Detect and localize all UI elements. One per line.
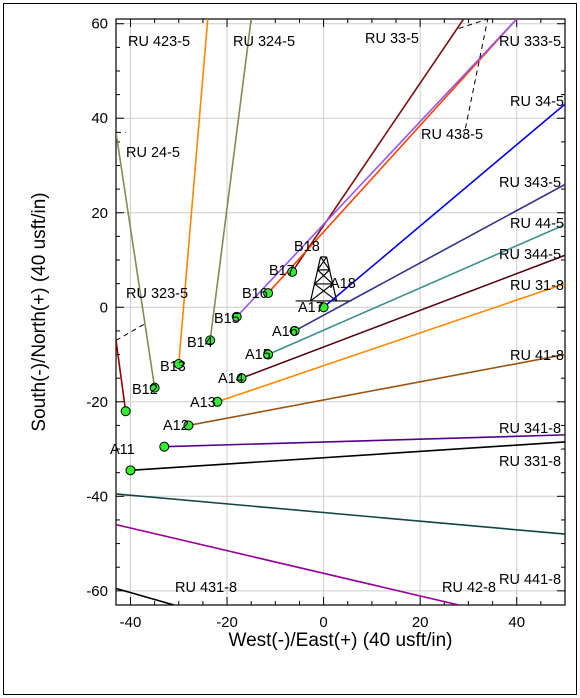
well-start-point [236,373,247,384]
y-tick-label: 0 [100,299,108,316]
well-line-ru-42-8 [116,523,459,605]
well-line-ru-323-5 [116,340,127,412]
drill-rig-icon [295,256,352,302]
well-label: RU 44-5 [510,216,564,232]
y-tick-label: -20 [86,394,108,411]
drill-rig-stroke [314,283,337,302]
well-label: RU 333-5 [499,34,561,50]
point-label: B13 [160,359,186,375]
well-line-ru-24-5 [116,132,156,388]
point-label: A11 [110,442,135,458]
y-axis-label: South(-)/North(+) (40 usft/in) [29,192,50,431]
well-label: RU 324-5 [233,34,295,50]
well-start-point [318,302,329,313]
well-label: RU 433-5 [421,127,483,143]
well-label: RU 423-5 [128,34,190,50]
well-start-point [125,465,136,476]
well-start-point [289,325,300,336]
well-label: RU 31-8 [510,278,564,294]
plot-area [115,18,566,606]
drill-rig-stroke [310,256,322,302]
well-line-ru-34-5 [323,103,565,308]
chart-frame [3,3,577,695]
well-label: RU 331-8 [499,454,561,470]
well-label: RU 323-5 [126,286,188,302]
well-start-point [173,358,184,369]
well-label: RU 42-8 [442,580,496,596]
well-label: RU 41-8 [510,348,564,364]
point-label: A13 [190,395,216,411]
well-label: RU 441-8 [499,572,561,588]
well-start-point [263,349,274,360]
y-tick-label: -60 [86,583,108,600]
well-label: RU 24-5 [126,145,180,161]
point-label: A17 [298,300,324,316]
well-line-ru-344-5 [241,254,565,379]
well-line-ru-423-5 [177,19,209,365]
x-tick-label: 20 [412,614,429,631]
point-label: B17 [269,263,295,279]
well-line-ru-431-8 [116,587,175,605]
series-group [116,19,565,605]
well-label: RU 344-5 [499,247,561,263]
well-line-ru-341-8 [164,434,565,448]
well-start-point [149,382,160,393]
point-label: A18 [330,276,356,292]
well-start-point [159,441,170,452]
point-label: A14 [218,371,244,387]
y-tick-label: 60 [91,16,108,33]
drill-rig-stroke [320,256,331,271]
well-label: RU 33-5 [365,31,419,47]
well-label: RU 343-5 [499,175,561,191]
point-label: B14 [187,335,213,351]
label-leader-line [463,19,489,138]
point-label: B12 [132,382,158,398]
x-tick-label: -20 [216,614,238,631]
well-start-point [212,396,223,407]
y-tick-label: 40 [91,110,108,127]
point-label: B16 [242,286,268,302]
well-line-ru-343-5 [294,183,565,332]
well-start-point [205,335,216,346]
well-line-ru-333-5 [267,19,518,294]
point-label: B15 [214,311,240,327]
well-line-ru-433-5 [236,19,518,318]
well-line-ru-331-8 [130,441,565,472]
x-tick-label: -40 [120,614,142,631]
point-label: A16 [272,324,298,340]
well-start-point [183,420,194,431]
well-label: RU 34-5 [510,94,564,110]
drill-rig-stroke [326,256,338,302]
drill-rig-stroke [314,269,331,285]
well-line-ru-31-8 [217,282,565,403]
well-line-ru-44-5 [267,223,565,356]
label-leader-line [116,323,146,341]
x-axis-label: West(-)/East(+) (40 usft/in) [228,630,452,651]
well-label: RU 341-8 [499,421,561,437]
point-label: A12 [163,418,189,434]
drill-rig-stroke [317,269,334,285]
well-line-ru-33-5 [291,19,465,273]
well-label: RU 431-8 [175,580,237,596]
x-tick-label: 0 [319,614,327,631]
point-label: A15 [245,347,271,363]
drill-rig-stroke [317,256,328,271]
y-tick-label: -40 [86,488,108,505]
well-line-ru-41-8 [188,353,565,427]
drill-rig-stroke [310,283,333,302]
x-tick-label: 40 [508,614,525,631]
well-line-ru-324-5 [209,19,252,341]
well-start-point [263,288,274,299]
point-label: B18 [294,239,320,255]
well-start-point [120,406,131,417]
well-start-point [287,266,298,277]
well-line-ru-441-8 [116,493,565,535]
y-tick-label: 20 [91,205,108,222]
well-start-point [231,311,242,322]
